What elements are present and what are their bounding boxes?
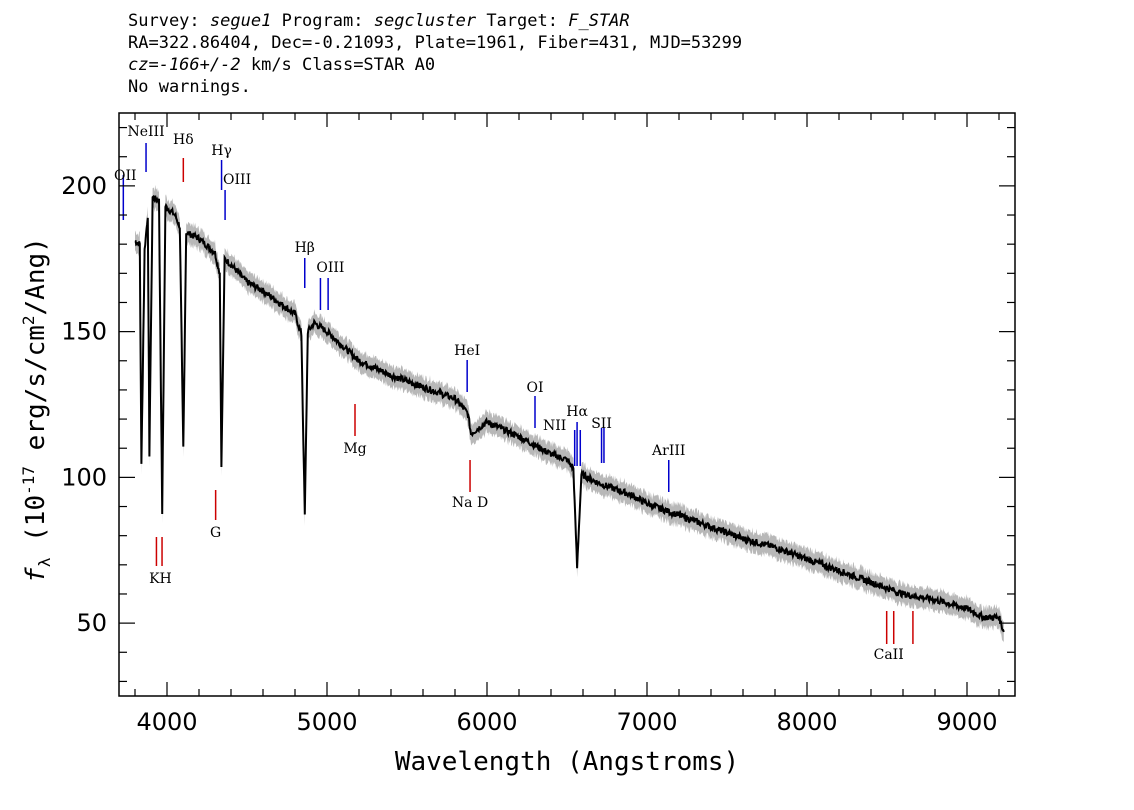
line-marker-label: G: [210, 525, 221, 541]
line-marker-label: NII: [543, 418, 566, 434]
line-marker-label: HeI: [454, 343, 480, 359]
line-marker-label: OIII: [316, 260, 344, 276]
program-value: segcluster: [373, 11, 477, 31]
header-line-1: Survey: segue1 Program: segcluster Targe…: [128, 10, 742, 32]
program-label: Program:: [281, 11, 364, 31]
line-marker-label: Hα: [566, 404, 588, 420]
x-axis-title: Wavelength (Angstroms): [395, 747, 739, 777]
x-tick-label: 9000: [936, 708, 997, 736]
y-axis-title: fλ (10-17 erg/s/cm2/Ang): [19, 237, 54, 583]
header-line-4: No warnings.: [128, 77, 251, 97]
line-marker-label: Hγ: [211, 143, 232, 159]
redshift-value: cz=-166+/-2: [128, 55, 241, 75]
y-tick-label: 200: [61, 172, 107, 200]
line-marker-label: KH: [149, 571, 172, 587]
line-marker-label: Na D: [452, 495, 488, 511]
axes-layer: 4000 5000 6000 7000 8000 9000 50 100 150 200: [61, 113, 1015, 736]
y-tick-label: 50: [76, 609, 107, 637]
line-marker-label: Hβ: [295, 240, 315, 256]
y-tick-label: 100: [61, 463, 107, 491]
x-tick-label: 7000: [616, 708, 677, 736]
plot-frame: [118, 112, 1016, 697]
survey-label: Survey:: [128, 11, 200, 31]
line-marker-label: CaII: [874, 647, 904, 663]
target-value: F_STAR: [568, 11, 630, 31]
class-value: km/s Class=STAR A0: [250, 55, 436, 75]
spectrum-line: [134, 194, 1005, 633]
line-marker-label: OI: [526, 380, 543, 396]
x-tick-label: 4000: [136, 708, 197, 736]
target-label: Target:: [486, 11, 558, 31]
line-marker-label: NeIII: [127, 124, 164, 140]
line-marker-label: Hδ: [173, 132, 194, 148]
spectrum-layer: [134, 194, 1005, 633]
y-tick-label: 150: [61, 318, 107, 346]
line-marker-label: Mg: [343, 441, 366, 457]
line-marker-label: SII: [591, 416, 612, 432]
header-line-2: RA=322.86404, Dec=-0.21093, Plate=1961, …: [128, 33, 743, 53]
x-tick-label: 5000: [296, 708, 357, 736]
x-tick-label: 8000: [776, 708, 837, 736]
line-marker-label: OIII: [223, 172, 251, 188]
line-marker-label: ArIII: [651, 443, 685, 459]
line-marker-label: OII: [114, 168, 137, 184]
header-line-3: cz=-166+/-2 km/s Class=STAR A0: [128, 54, 742, 76]
survey-value: segue1: [209, 11, 272, 31]
x-tick-label: 6000: [456, 708, 517, 736]
spectrum-header: Survey: segue1 Program: segcluster Targe…: [128, 10, 742, 98]
